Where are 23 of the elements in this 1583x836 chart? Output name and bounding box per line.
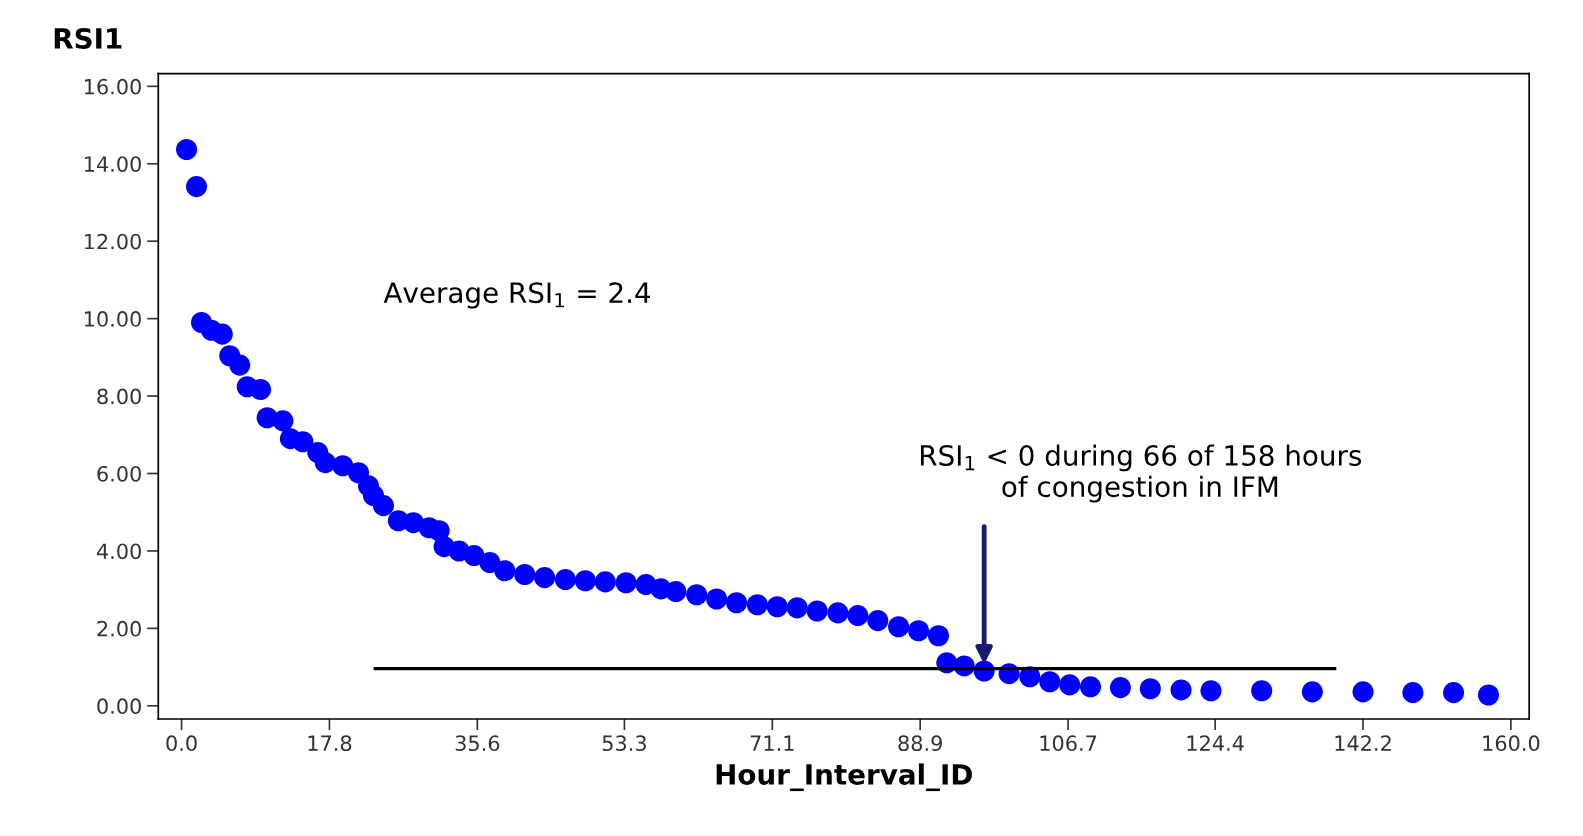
x-tick-label: 142.2 bbox=[1335, 735, 1391, 751]
y-tick-label: 4.00 bbox=[96, 543, 141, 560]
annotation: RSI$_{1}$ < 0 during 66 of 158 hours of congestion in IFM bbox=[920, 444, 1362, 503]
x-tick-label: 160.0 bbox=[1483, 735, 1540, 752]
y-tick-label: 2.00 bbox=[97, 620, 141, 637]
x-tick-label: 71.1 bbox=[750, 735, 794, 751]
annotation: Average RSI$_{1}$ = 2.4 bbox=[383, 282, 651, 309]
y-tick-label: 16.00 bbox=[84, 78, 141, 95]
x-tick-label: 106.7 bbox=[1040, 735, 1097, 752]
y-tick-label: 10.00 bbox=[84, 311, 141, 327]
y-axis-title: RSI1 bbox=[54, 27, 122, 49]
y-tick-label: 12.00 bbox=[84, 233, 141, 250]
x-axis-title: Hour_Interval_ID bbox=[716, 763, 972, 792]
y-tick-label: 8.00 bbox=[97, 388, 141, 405]
x-tick-label: 53.3 bbox=[602, 735, 646, 752]
y-tick-label: 14.00 bbox=[84, 156, 141, 172]
x-tick-label: 17.8 bbox=[308, 735, 352, 752]
y-tick-label: 0.00 bbox=[97, 698, 141, 715]
x-tick-label: 88.9 bbox=[898, 735, 942, 752]
x-tick-label: 0.0 bbox=[166, 735, 197, 752]
x-tick-label: 124.4 bbox=[1187, 735, 1244, 751]
y-tick-label: 6.00 bbox=[97, 465, 141, 482]
x-tick-label: 35.6 bbox=[455, 735, 500, 752]
